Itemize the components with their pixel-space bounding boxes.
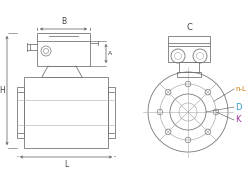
Bar (24, 77, 108, 148)
Bar (178, 62, 198, 72)
Text: D: D (234, 102, 241, 111)
Text: K: K (234, 115, 240, 124)
Text: n-L: n-L (234, 86, 245, 92)
Bar (108, 87, 115, 138)
Bar (176, 72, 200, 77)
Text: H: H (0, 86, 5, 95)
Text: C: C (185, 23, 191, 32)
Bar (37, 33, 90, 66)
Text: A: A (108, 51, 112, 56)
Text: L: L (64, 160, 68, 169)
Bar (17, 87, 24, 138)
Text: B: B (61, 17, 66, 26)
Bar (167, 36, 209, 62)
